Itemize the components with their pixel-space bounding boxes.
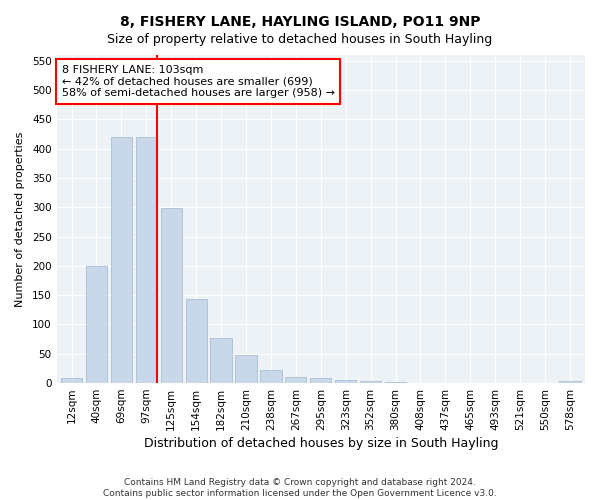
Text: Contains HM Land Registry data © Crown copyright and database right 2024.
Contai: Contains HM Land Registry data © Crown c…	[103, 478, 497, 498]
Bar	[235, 355, 257, 383]
Bar	[86, 266, 107, 383]
Bar	[310, 378, 331, 383]
Bar	[111, 137, 132, 383]
Text: Size of property relative to detached houses in South Hayling: Size of property relative to detached ho…	[107, 32, 493, 46]
Bar	[385, 382, 406, 383]
Bar	[559, 382, 581, 383]
X-axis label: Distribution of detached houses by size in South Hayling: Distribution of detached houses by size …	[143, 437, 498, 450]
Text: 8, FISHERY LANE, HAYLING ISLAND, PO11 9NP: 8, FISHERY LANE, HAYLING ISLAND, PO11 9N…	[120, 15, 480, 29]
Y-axis label: Number of detached properties: Number of detached properties	[15, 132, 25, 306]
Text: 8 FISHERY LANE: 103sqm
← 42% of detached houses are smaller (699)
58% of semi-de: 8 FISHERY LANE: 103sqm ← 42% of detached…	[62, 65, 335, 98]
Bar	[211, 338, 232, 383]
Bar	[285, 376, 307, 383]
Bar	[136, 137, 157, 383]
Bar	[260, 370, 281, 383]
Bar	[61, 378, 82, 383]
Bar	[161, 208, 182, 383]
Bar	[335, 380, 356, 383]
Bar	[185, 300, 207, 383]
Bar	[360, 382, 381, 383]
